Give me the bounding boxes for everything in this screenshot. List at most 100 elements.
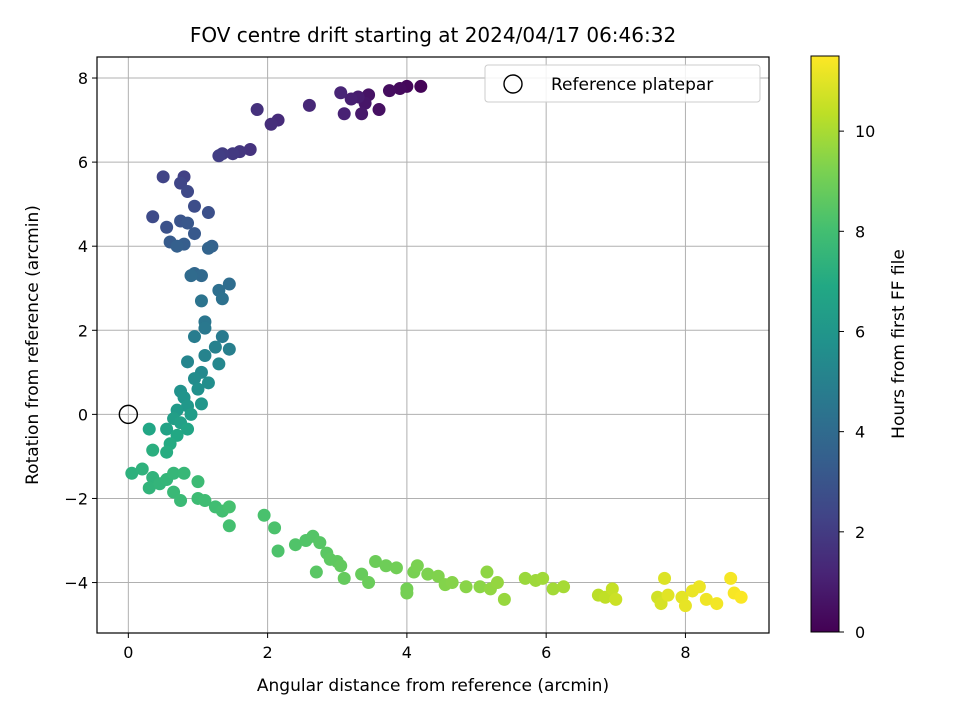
data-point bbox=[181, 216, 195, 230]
x-tick-label: 0 bbox=[123, 643, 133, 662]
y-tick-label: −4 bbox=[64, 574, 88, 593]
data-point bbox=[264, 117, 278, 131]
data-point bbox=[194, 294, 208, 308]
data-point bbox=[135, 462, 149, 476]
legend-marker-open-circle bbox=[503, 74, 523, 94]
data-point bbox=[692, 580, 706, 594]
data-point bbox=[187, 199, 201, 213]
colorbar: 0 2 4 6 8 10 Hours from first FF file bbox=[810, 55, 909, 642]
data-point bbox=[212, 357, 226, 371]
data-point bbox=[222, 277, 236, 291]
y-axis-ticks: −4 −2 0 2 4 6 8 bbox=[64, 69, 97, 593]
data-point bbox=[658, 571, 672, 585]
data-point bbox=[156, 170, 170, 184]
y-tick-label: 0 bbox=[78, 405, 88, 424]
colorbar-tick-label: 8 bbox=[855, 222, 865, 241]
x-tick-label: 2 bbox=[263, 643, 273, 662]
data-point bbox=[142, 481, 156, 495]
data-point bbox=[222, 519, 236, 533]
data-point bbox=[243, 142, 257, 156]
data-point bbox=[288, 538, 302, 552]
data-point bbox=[734, 590, 748, 604]
data-point bbox=[226, 147, 240, 161]
colorbar-tick-label: 4 bbox=[855, 423, 865, 442]
data-point bbox=[222, 500, 236, 514]
data-point bbox=[184, 407, 198, 421]
data-point bbox=[699, 592, 713, 606]
colorbar-tick-label: 6 bbox=[855, 322, 865, 341]
colorbar-tick-label: 2 bbox=[855, 523, 865, 542]
data-point bbox=[215, 292, 229, 306]
x-tick-label: 6 bbox=[541, 643, 551, 662]
data-point bbox=[362, 576, 376, 590]
data-point bbox=[389, 561, 403, 575]
legend-label: Reference platepar bbox=[551, 75, 713, 95]
data-point bbox=[337, 107, 351, 121]
colorbar-gradient bbox=[810, 55, 840, 633]
data-point bbox=[605, 582, 619, 596]
data-point bbox=[536, 571, 550, 585]
data-point bbox=[382, 84, 396, 98]
data-point bbox=[198, 349, 212, 363]
data-point bbox=[201, 206, 215, 220]
data-point bbox=[334, 86, 348, 100]
data-point bbox=[414, 79, 428, 93]
data-point bbox=[379, 559, 393, 573]
data-point bbox=[191, 382, 205, 396]
data-point bbox=[177, 466, 191, 480]
data-point bbox=[160, 422, 174, 436]
data-point bbox=[146, 210, 160, 224]
data-point bbox=[167, 466, 181, 480]
data-point bbox=[184, 269, 198, 283]
y-tick-label: 2 bbox=[78, 321, 88, 340]
data-point bbox=[490, 576, 504, 590]
data-point bbox=[194, 269, 208, 283]
data-point bbox=[678, 599, 692, 613]
scatter-points bbox=[125, 79, 748, 613]
data-point bbox=[160, 220, 174, 234]
data-point bbox=[201, 241, 215, 255]
data-point bbox=[170, 239, 184, 253]
colorbar-tick-label: 10 bbox=[855, 122, 875, 141]
data-point bbox=[334, 559, 348, 573]
data-point bbox=[215, 330, 229, 344]
chart-title: FOV centre drift starting at 2024/04/17 … bbox=[190, 23, 676, 47]
data-point bbox=[181, 422, 195, 436]
data-point bbox=[250, 103, 264, 117]
data-point bbox=[191, 475, 205, 489]
data-point bbox=[174, 494, 188, 508]
y-tick-label: 6 bbox=[78, 153, 88, 172]
data-point bbox=[557, 580, 571, 594]
data-point bbox=[724, 571, 738, 585]
colorbar-label: Hours from first FF file bbox=[889, 249, 909, 439]
data-point bbox=[445, 576, 459, 590]
data-point bbox=[222, 342, 236, 356]
data-point bbox=[187, 227, 201, 241]
data-point bbox=[160, 445, 174, 459]
data-point bbox=[313, 536, 327, 550]
data-point bbox=[410, 559, 424, 573]
data-point bbox=[480, 565, 494, 579]
data-point bbox=[268, 521, 282, 535]
x-axis-ticks: 0 2 4 6 8 bbox=[123, 633, 691, 662]
data-point bbox=[355, 107, 369, 121]
legend-box bbox=[484, 64, 761, 103]
data-point bbox=[309, 565, 323, 579]
data-point bbox=[393, 82, 407, 96]
data-point bbox=[212, 149, 226, 163]
data-point bbox=[198, 494, 212, 508]
data-point bbox=[181, 355, 195, 369]
colorbar-ticks: 0 2 4 6 8 10 bbox=[839, 122, 875, 642]
data-point bbox=[421, 567, 435, 581]
data-point bbox=[344, 92, 358, 106]
x-axis-label: Angular distance from reference (arcmin) bbox=[257, 676, 609, 696]
data-point bbox=[302, 98, 316, 112]
data-point bbox=[337, 571, 351, 585]
y-tick-label: 8 bbox=[78, 69, 88, 88]
data-point bbox=[146, 443, 160, 457]
data-point bbox=[369, 555, 383, 569]
data-point bbox=[142, 422, 156, 436]
x-tick-label: 8 bbox=[680, 643, 690, 662]
x-tick-label: 4 bbox=[402, 643, 412, 662]
